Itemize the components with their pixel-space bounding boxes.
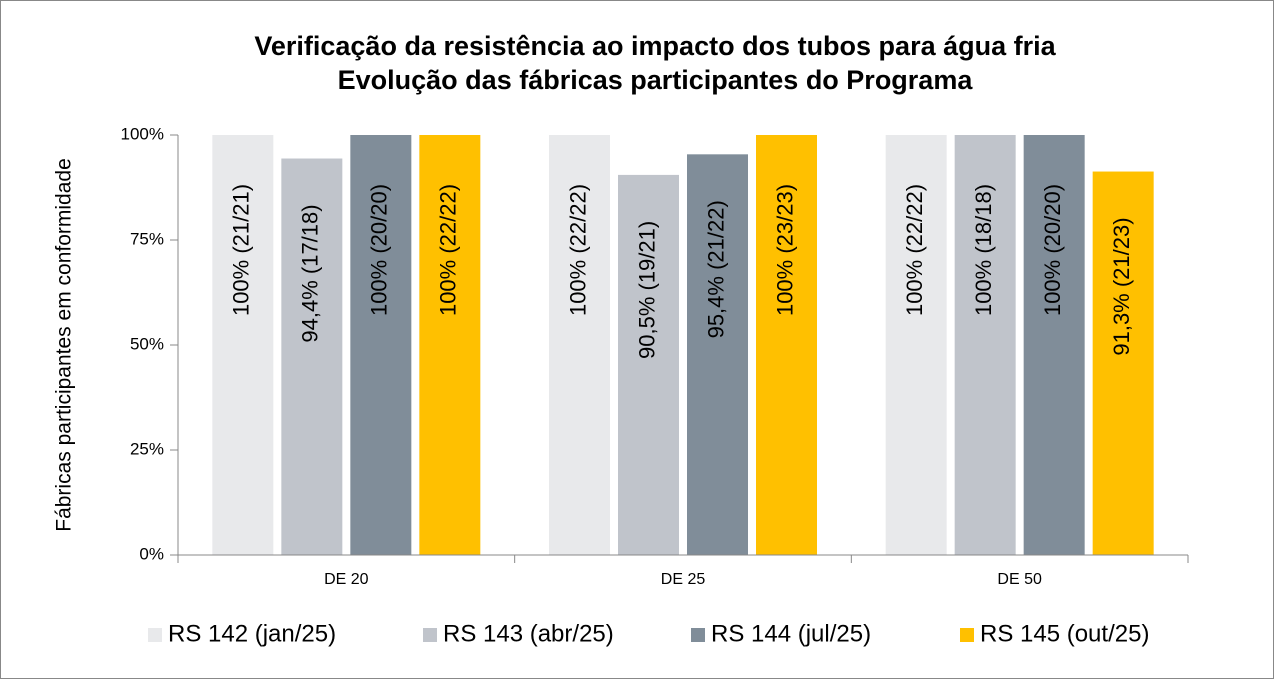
data-label: 100% (23/23)	[772, 184, 797, 316]
bar	[756, 135, 817, 555]
bar	[954, 135, 1016, 555]
y-tick-label: 0%	[139, 544, 164, 563]
bar	[687, 154, 748, 555]
legend-swatch	[423, 628, 437, 642]
data-label: 100% (22/22)	[436, 184, 461, 316]
data-label: 100% (20/20)	[1040, 184, 1065, 316]
bar	[350, 135, 412, 555]
data-label: 100% (18/18)	[971, 184, 996, 316]
data-label: 91,3% (21/23)	[1109, 217, 1134, 355]
chart-subtitle: Evolução das fábricas participantes do P…	[338, 65, 974, 95]
data-label: 90,5% (19/21)	[634, 221, 659, 359]
data-label: 100% (22/22)	[902, 184, 927, 316]
x-tick-label: DE 25	[661, 571, 706, 588]
y-axis-label: Fábricas participantes em conformidade	[53, 158, 76, 532]
bar	[212, 135, 274, 555]
legend-label: RS 145 (out/25)	[980, 620, 1149, 647]
bar	[618, 174, 679, 555]
data-label: 94,4% (17/18)	[298, 204, 323, 342]
x-tick-label: DE 50	[997, 571, 1042, 588]
legend-label: RS 142 (jan/25)	[168, 620, 336, 647]
y-tick-label: 75%	[130, 229, 164, 248]
data-label: 95,4% (21/22)	[703, 200, 728, 338]
bar	[419, 135, 481, 555]
y-tick-label: 25%	[130, 439, 164, 458]
bar	[549, 135, 610, 555]
legend-label: RS 144 (jul/25)	[711, 620, 871, 647]
data-label: 100% (20/20)	[367, 184, 392, 316]
legend-swatch	[148, 628, 162, 642]
bar	[281, 158, 343, 555]
legend-swatch	[960, 628, 974, 642]
chart-title: Verificação da resistência ao impacto do…	[254, 31, 1056, 61]
y-tick-label: 100%	[121, 124, 164, 143]
y-tick-label: 50%	[130, 334, 164, 353]
bar	[885, 135, 947, 555]
x-tick-label: DE 20	[324, 571, 369, 588]
data-label: 100% (22/22)	[565, 184, 590, 316]
bar	[1023, 135, 1085, 555]
data-label: 100% (21/21)	[229, 184, 254, 316]
legend-swatch	[691, 628, 705, 642]
legend-label: RS 143 (abr/25)	[443, 620, 614, 647]
bar	[1092, 171, 1154, 556]
